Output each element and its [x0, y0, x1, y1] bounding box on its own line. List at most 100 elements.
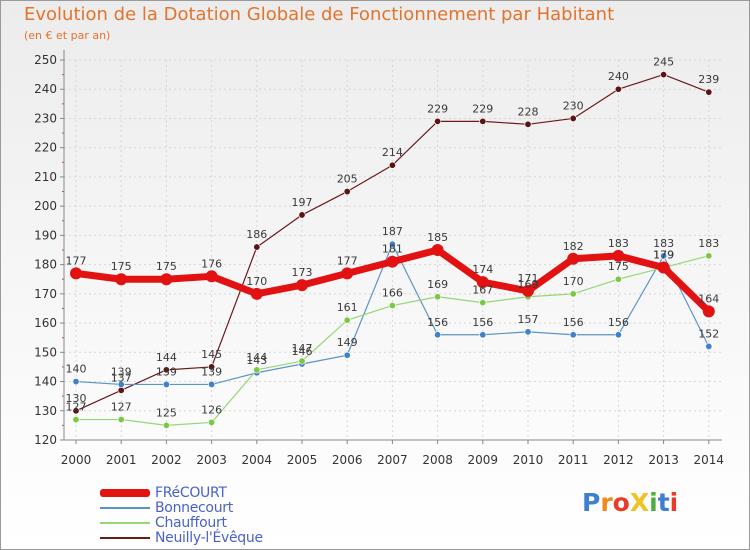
data-label-chauffourt: 169 [427, 278, 448, 291]
x-tick-label: 2014 [694, 453, 725, 467]
x-tick-label: 2009 [468, 453, 499, 467]
legend-label-chauffourt: Chauffourt [155, 515, 227, 531]
data-point-bonnecourt [705, 342, 713, 350]
data-point-chauffourt [208, 418, 216, 426]
logo-letter: i [669, 488, 679, 517]
legend-label-bonnecourt: Bonnecourt [155, 500, 233, 516]
y-tick-label: 190 [34, 228, 57, 242]
data-point-bonnecourt [614, 331, 622, 339]
data-label-neuilly-l-e-ve-que: 228 [518, 105, 539, 118]
data-label-bonnecourt: 152 [698, 327, 719, 340]
data-label-fre-court: 183 [608, 237, 629, 250]
data-point-bonnecourt [524, 328, 532, 336]
data-label-bonnecourt: 183 [653, 237, 674, 250]
x-tick-label: 2011 [558, 453, 589, 467]
data-point-chauffourt [298, 357, 306, 365]
legend: FRéCOURT Bonnecourt Chauffourt Neuilly-l… [100, 485, 300, 546]
data-label-fre-court: 185 [427, 231, 448, 244]
data-point-fre-court [205, 270, 218, 283]
data-label-neuilly-l-e-ve-que: 205 [337, 173, 358, 186]
data-label-neuilly-l-e-ve-que: 230 [563, 99, 584, 112]
data-label-neuilly-l-e-ve-que: 186 [246, 228, 267, 241]
data-point-bonnecourt [72, 378, 80, 386]
y-tick-label: 130 [34, 404, 57, 418]
data-label-fre-court: 177 [66, 254, 87, 267]
y-tick-label: 120 [34, 433, 57, 447]
legend-item-bonnecourt: Bonnecourt [100, 500, 300, 516]
data-label-neuilly-l-e-ve-que: 197 [292, 196, 313, 209]
data-point-fre-court [160, 273, 173, 286]
data-label-chauffourt: 179 [653, 249, 674, 262]
data-label-bonnecourt: 140 [66, 363, 87, 376]
data-point-neuilly-l-e-ve-que [117, 386, 125, 394]
x-tick-label: 2002 [151, 453, 182, 467]
legend-swatch-frecourt [100, 489, 150, 497]
data-label-chauffourt: 169 [518, 278, 539, 291]
x-tick-label: 2010 [513, 453, 544, 467]
data-point-bonnecourt [479, 331, 487, 339]
y-tick-label: 150 [34, 345, 57, 359]
data-point-fre-court [386, 255, 399, 268]
data-point-chauffourt [434, 293, 442, 301]
y-tick-label: 170 [34, 287, 57, 301]
data-label-bonnecourt: 156 [608, 316, 629, 329]
data-label-fre-court: 182 [563, 240, 584, 253]
x-tick-label: 2008 [422, 453, 453, 467]
legend-swatch-bonnecourt [100, 507, 150, 509]
data-label-neuilly-l-e-ve-que: 229 [472, 102, 493, 115]
legend-item-neuilly: Neuilly-l'Évêque [100, 530, 300, 546]
data-point-chauffourt [569, 290, 577, 298]
data-label-chauffourt: 126 [201, 403, 222, 416]
x-tick-label: 2004 [242, 453, 273, 467]
data-label-chauffourt: 161 [337, 301, 358, 314]
data-label-chauffourt: 125 [156, 406, 177, 419]
data-label-neuilly-l-e-ve-que: 137 [111, 371, 132, 384]
x-tick-label: 2003 [196, 453, 227, 467]
data-label-bonnecourt: 139 [111, 365, 132, 378]
data-point-neuilly-l-e-ve-que [660, 71, 668, 79]
data-point-neuilly-l-e-ve-que [434, 117, 442, 125]
x-tick-label: 2007 [377, 453, 408, 467]
data-label-fre-court: 175 [111, 260, 132, 273]
x-tick-label: 2005 [287, 453, 318, 467]
data-label-bonnecourt: 139 [201, 365, 222, 378]
data-label-bonnecourt: 146 [292, 345, 313, 358]
data-label-fre-court: 176 [201, 257, 222, 270]
data-label-neuilly-l-e-ve-que: 229 [427, 102, 448, 115]
data-label-bonnecourt: 156 [472, 316, 493, 329]
data-label-bonnecourt: 156 [563, 316, 584, 329]
data-label-chauffourt: 127 [66, 401, 87, 414]
data-point-neuilly-l-e-ve-que [569, 114, 577, 122]
data-label-fre-court: 175 [156, 260, 177, 273]
data-point-fre-court [702, 305, 715, 318]
logo-letter: P [582, 488, 601, 517]
logo-letter: r [600, 488, 613, 517]
data-point-fre-court [522, 284, 534, 297]
data-label-neuilly-l-e-ve-que: 145 [201, 348, 222, 361]
data-point-fre-court [476, 276, 489, 289]
data-label-neuilly-l-e-ve-que: 245 [653, 56, 674, 69]
data-point-neuilly-l-e-ve-que [524, 120, 532, 128]
data-point-neuilly-l-e-ve-que [343, 188, 351, 196]
y-tick-label: 220 [34, 141, 57, 155]
legend-item-chauffourt: Chauffourt [100, 515, 300, 531]
data-label-bonnecourt: 143 [246, 354, 267, 367]
x-tick-label: 2012 [603, 453, 634, 467]
legend-swatch-chauffourt [100, 522, 150, 524]
logo-letter: t [657, 488, 670, 517]
data-point-neuilly-l-e-ve-que [208, 363, 216, 371]
data-label-neuilly-l-e-ve-que: 239 [698, 73, 719, 86]
data-label-bonnecourt: 157 [518, 313, 539, 326]
data-point-fre-court [341, 267, 354, 280]
data-label-neuilly-l-e-ve-que: 130 [66, 392, 87, 405]
data-label-chauffourt: 166 [382, 287, 403, 300]
data-point-neuilly-l-e-ve-que [479, 117, 487, 125]
x-tick-label: 2013 [648, 453, 679, 467]
data-point-bonnecourt [117, 380, 125, 388]
y-tick-label: 230 [34, 111, 57, 125]
data-label-bonnecourt: 139 [156, 365, 177, 378]
proxiti-logo: ProXiti [582, 488, 678, 517]
data-label-neuilly-l-e-ve-que: 144 [156, 351, 177, 364]
data-label-fre-court: 173 [292, 266, 313, 279]
